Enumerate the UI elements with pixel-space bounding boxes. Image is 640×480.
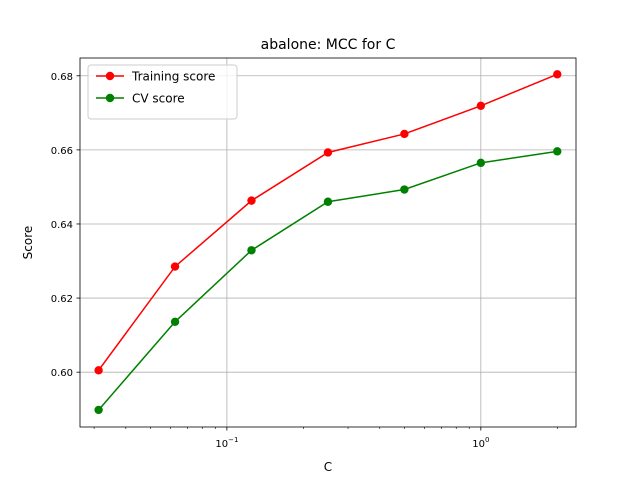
- legend-box: [87, 64, 238, 120]
- x-axis-label: C: [324, 460, 332, 474]
- data-point: [94, 405, 103, 415]
- data-point: [247, 196, 256, 205]
- legend-marker-0: [105, 71, 115, 81]
- y-tick-label: 0.66: [51, 146, 73, 157]
- data-point: [553, 70, 562, 79]
- y-axis-label: Score: [21, 226, 35, 260]
- data-point: [323, 197, 333, 206]
- data-point: [247, 246, 256, 255]
- data-point: [170, 317, 180, 326]
- y-tick-label: 0.64: [51, 220, 73, 231]
- data-point: [400, 185, 409, 194]
- data-point: [323, 148, 333, 157]
- legend-label-0: Training score: [131, 70, 215, 84]
- x-tick-label: 100: [472, 436, 489, 450]
- y-tick-label: 0.60: [51, 368, 73, 379]
- data-point: [170, 262, 180, 271]
- legend-label-1: CV score: [132, 92, 185, 106]
- chart-title: abalone: MCC for C: [261, 37, 396, 53]
- data-point: [476, 101, 486, 110]
- legend-marker-1: [105, 93, 115, 103]
- axes-frame: [79, 57, 577, 428]
- data-point: [476, 158, 486, 168]
- x-tick-label: 10−1: [215, 436, 238, 450]
- ticks: 0.60 0.62 0.64 0.66 0.68 10−1 100: [51, 72, 558, 450]
- data-point: [553, 147, 562, 156]
- data-point: [400, 129, 409, 139]
- y-tick-label: 0.68: [51, 72, 73, 83]
- series-layer: [94, 70, 562, 415]
- y-tick-label: 0.62: [51, 294, 73, 305]
- legend: Training score CV score: [87, 64, 238, 120]
- data-point: [94, 366, 103, 375]
